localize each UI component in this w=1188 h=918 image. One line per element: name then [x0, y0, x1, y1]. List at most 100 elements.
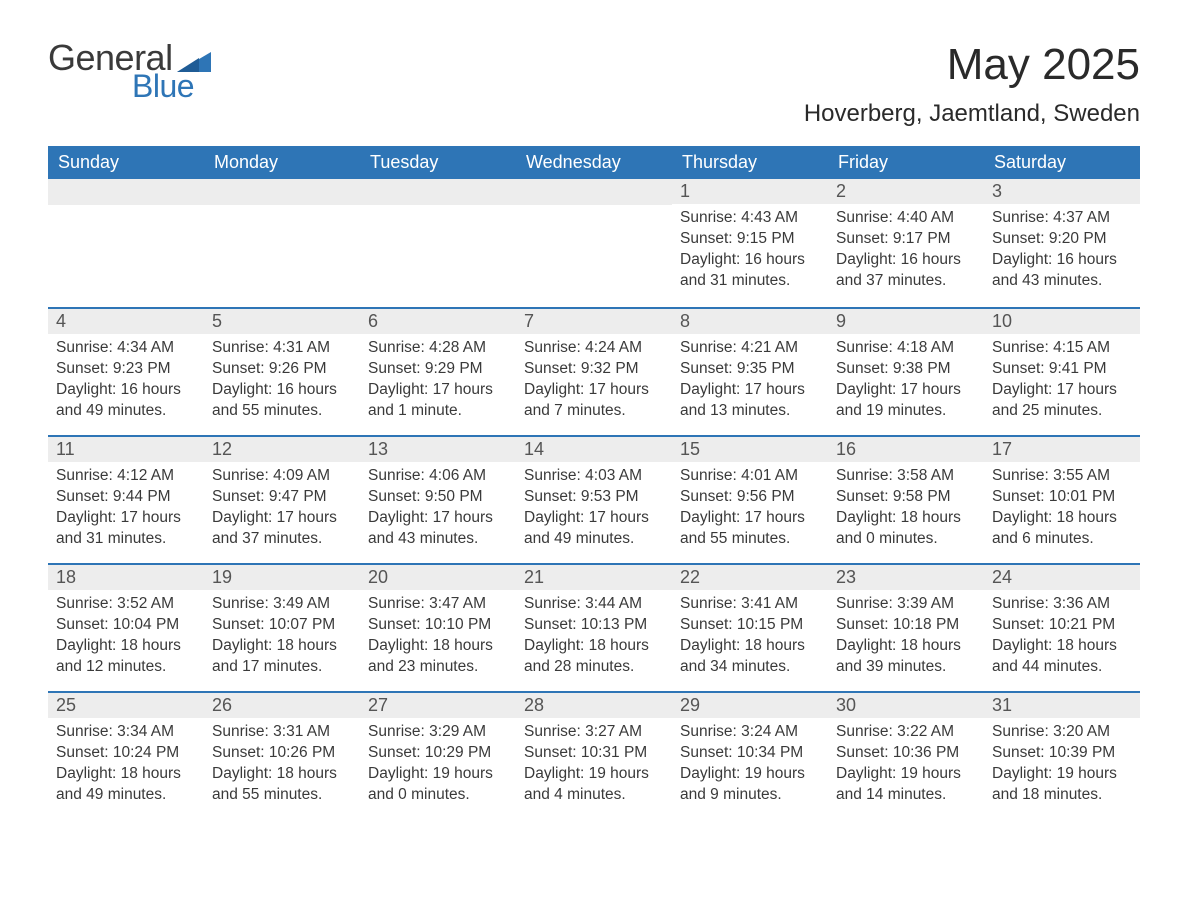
- day-number: 24: [984, 565, 1140, 590]
- sunset-line: Sunset: 10:29 PM: [368, 743, 508, 764]
- day-cell: 17Sunrise: 3:55 AMSunset: 10:01 PMDaylig…: [984, 437, 1140, 563]
- daylight-line-1: Daylight: 18 hours: [836, 636, 976, 657]
- daylight-line-2: and 55 minutes.: [680, 529, 820, 550]
- daylight-line-2: and 31 minutes.: [680, 271, 820, 292]
- daylight-line-1: Daylight: 16 hours: [212, 380, 352, 401]
- day-cell: 14Sunrise: 4:03 AMSunset: 9:53 PMDayligh…: [516, 437, 672, 563]
- sunset-line: Sunset: 10:13 PM: [524, 615, 664, 636]
- sunset-line: Sunset: 10:18 PM: [836, 615, 976, 636]
- day-cell: 15Sunrise: 4:01 AMSunset: 9:56 PMDayligh…: [672, 437, 828, 563]
- sunset-line: Sunset: 10:01 PM: [992, 487, 1132, 508]
- day-number: 30: [828, 693, 984, 718]
- sunset-line: Sunset: 9:53 PM: [524, 487, 664, 508]
- day-number: 18: [48, 565, 204, 590]
- sunrise-line: Sunrise: 3:52 AM: [56, 594, 196, 615]
- daylight-line-1: Daylight: 17 hours: [836, 380, 976, 401]
- daylight-line-2: and 37 minutes.: [212, 529, 352, 550]
- weekday-header-row: SundayMondayTuesdayWednesdayThursdayFrid…: [48, 146, 1140, 179]
- daylight-line-1: Daylight: 16 hours: [680, 250, 820, 271]
- day-number-empty: [360, 179, 516, 205]
- sunset-line: Sunset: 9:58 PM: [836, 487, 976, 508]
- week-row: 25Sunrise: 3:34 AMSunset: 10:24 PMDaylig…: [48, 691, 1140, 819]
- daylight-line-2: and 37 minutes.: [836, 271, 976, 292]
- day-body: Sunrise: 3:39 AMSunset: 10:18 PMDaylight…: [828, 590, 984, 686]
- day-cell: 9Sunrise: 4:18 AMSunset: 9:38 PMDaylight…: [828, 309, 984, 435]
- sunrise-line: Sunrise: 3:36 AM: [992, 594, 1132, 615]
- day-number: 27: [360, 693, 516, 718]
- header: General Blue May 2025 Hoverberg, Jaemtla…: [48, 40, 1140, 128]
- daylight-line-2: and 1 minute.: [368, 401, 508, 422]
- day-body: Sunrise: 4:31 AMSunset: 9:26 PMDaylight:…: [204, 334, 360, 430]
- day-number: 16: [828, 437, 984, 462]
- day-number: 31: [984, 693, 1140, 718]
- daylight-line-1: Daylight: 17 hours: [212, 508, 352, 529]
- sunset-line: Sunset: 9:23 PM: [56, 359, 196, 380]
- day-cell: 21Sunrise: 3:44 AMSunset: 10:13 PMDaylig…: [516, 565, 672, 691]
- day-body: Sunrise: 4:40 AMSunset: 9:17 PMDaylight:…: [828, 204, 984, 300]
- daylight-line-2: and 25 minutes.: [992, 401, 1132, 422]
- daylight-line-2: and 18 minutes.: [992, 785, 1132, 806]
- daylight-line-1: Daylight: 17 hours: [56, 508, 196, 529]
- day-body: Sunrise: 3:22 AMSunset: 10:36 PMDaylight…: [828, 718, 984, 814]
- day-cell: 25Sunrise: 3:34 AMSunset: 10:24 PMDaylig…: [48, 693, 204, 819]
- day-cell: [48, 179, 204, 307]
- week-row: 11Sunrise: 4:12 AMSunset: 9:44 PMDayligh…: [48, 435, 1140, 563]
- week-row: 4Sunrise: 4:34 AMSunset: 9:23 PMDaylight…: [48, 307, 1140, 435]
- day-number: 17: [984, 437, 1140, 462]
- daylight-line-1: Daylight: 18 hours: [992, 636, 1132, 657]
- title-block: May 2025 Hoverberg, Jaemtland, Sweden: [804, 40, 1140, 128]
- daylight-line-2: and 23 minutes.: [368, 657, 508, 678]
- sunrise-line: Sunrise: 3:31 AM: [212, 722, 352, 743]
- day-number: 19: [204, 565, 360, 590]
- daylight-line-1: Daylight: 18 hours: [212, 636, 352, 657]
- day-cell: 18Sunrise: 3:52 AMSunset: 10:04 PMDaylig…: [48, 565, 204, 691]
- week-row: 18Sunrise: 3:52 AMSunset: 10:04 PMDaylig…: [48, 563, 1140, 691]
- day-number: 21: [516, 565, 672, 590]
- sunrise-line: Sunrise: 4:21 AM: [680, 338, 820, 359]
- day-cell: 16Sunrise: 3:58 AMSunset: 9:58 PMDayligh…: [828, 437, 984, 563]
- day-number: 22: [672, 565, 828, 590]
- day-number-empty: [48, 179, 204, 205]
- daylight-line-1: Daylight: 17 hours: [992, 380, 1132, 401]
- day-body: Sunrise: 3:24 AMSunset: 10:34 PMDaylight…: [672, 718, 828, 814]
- day-cell: 19Sunrise: 3:49 AMSunset: 10:07 PMDaylig…: [204, 565, 360, 691]
- daylight-line-1: Daylight: 18 hours: [524, 636, 664, 657]
- day-cell: 12Sunrise: 4:09 AMSunset: 9:47 PMDayligh…: [204, 437, 360, 563]
- day-number: 1: [672, 179, 828, 204]
- day-number-empty: [516, 179, 672, 205]
- week-row: 1Sunrise: 4:43 AMSunset: 9:15 PMDaylight…: [48, 179, 1140, 307]
- day-body: Sunrise: 3:31 AMSunset: 10:26 PMDaylight…: [204, 718, 360, 814]
- day-body: Sunrise: 3:52 AMSunset: 10:04 PMDaylight…: [48, 590, 204, 686]
- daylight-line-1: Daylight: 19 hours: [992, 764, 1132, 785]
- day-body: Sunrise: 4:18 AMSunset: 9:38 PMDaylight:…: [828, 334, 984, 430]
- day-body: Sunrise: 4:34 AMSunset: 9:23 PMDaylight:…: [48, 334, 204, 430]
- daylight-line-2: and 49 minutes.: [56, 785, 196, 806]
- day-cell: 10Sunrise: 4:15 AMSunset: 9:41 PMDayligh…: [984, 309, 1140, 435]
- sunset-line: Sunset: 10:34 PM: [680, 743, 820, 764]
- day-body: Sunrise: 4:37 AMSunset: 9:20 PMDaylight:…: [984, 204, 1140, 300]
- day-number: 25: [48, 693, 204, 718]
- sunset-line: Sunset: 9:50 PM: [368, 487, 508, 508]
- day-body: Sunrise: 3:44 AMSunset: 10:13 PMDaylight…: [516, 590, 672, 686]
- day-cell: 31Sunrise: 3:20 AMSunset: 10:39 PMDaylig…: [984, 693, 1140, 819]
- daylight-line-2: and 55 minutes.: [212, 401, 352, 422]
- sunrise-line: Sunrise: 3:44 AM: [524, 594, 664, 615]
- daylight-line-2: and 49 minutes.: [56, 401, 196, 422]
- day-body: Sunrise: 4:06 AMSunset: 9:50 PMDaylight:…: [360, 462, 516, 558]
- day-cell: 29Sunrise: 3:24 AMSunset: 10:34 PMDaylig…: [672, 693, 828, 819]
- day-body: Sunrise: 3:47 AMSunset: 10:10 PMDaylight…: [360, 590, 516, 686]
- daylight-line-1: Daylight: 17 hours: [368, 508, 508, 529]
- sunset-line: Sunset: 10:04 PM: [56, 615, 196, 636]
- day-cell: 2Sunrise: 4:40 AMSunset: 9:17 PMDaylight…: [828, 179, 984, 307]
- day-number: 2: [828, 179, 984, 204]
- daylight-line-1: Daylight: 19 hours: [524, 764, 664, 785]
- sunrise-line: Sunrise: 3:49 AM: [212, 594, 352, 615]
- weekday-header-cell: Friday: [828, 146, 984, 179]
- logo: General Blue: [48, 40, 211, 102]
- sunrise-line: Sunrise: 4:43 AM: [680, 208, 820, 229]
- day-number: 15: [672, 437, 828, 462]
- day-body: Sunrise: 4:03 AMSunset: 9:53 PMDaylight:…: [516, 462, 672, 558]
- sunrise-line: Sunrise: 4:31 AM: [212, 338, 352, 359]
- sunset-line: Sunset: 9:17 PM: [836, 229, 976, 250]
- sunset-line: Sunset: 9:35 PM: [680, 359, 820, 380]
